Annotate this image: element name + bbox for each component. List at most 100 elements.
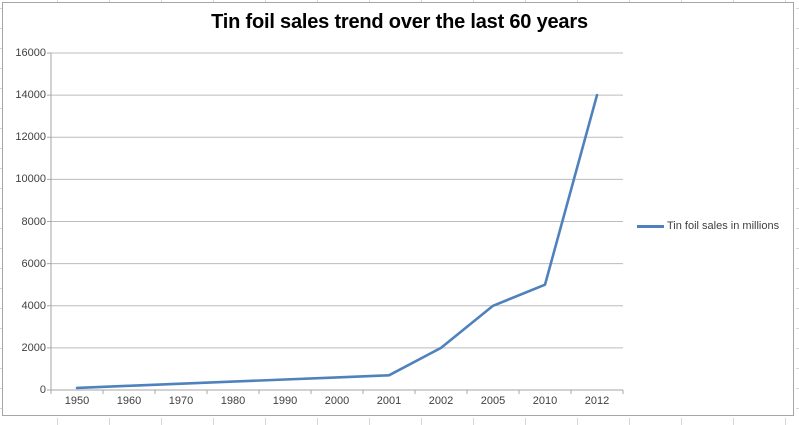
cell-gridline-stub (0, 368, 2, 369)
x-axis-tick-label: 1970 (168, 395, 194, 407)
y-axis-tick-label: 2000 (21, 341, 46, 354)
cell-gridline-stub (0, 168, 2, 169)
cell-gridline-stub (213, 0, 214, 2)
cell-gridline-stub (161, 418, 162, 425)
cell-gridline-stub (796, 128, 799, 129)
series-line (75, 93, 599, 390)
cell-gridline-stub (681, 418, 682, 425)
cell-gridline-stub (796, 108, 799, 109)
cell-gridline-stub (473, 0, 474, 2)
cell-gridline-stub (796, 148, 799, 149)
cell-gridline-stub (796, 188, 799, 189)
cell-gridline-stub (369, 0, 370, 2)
cell-gridline-stub (161, 0, 162, 2)
cell-gridline-stub (57, 418, 58, 425)
cell-gridline-stub (57, 0, 58, 2)
y-axis-tick-label: 6000 (21, 257, 46, 270)
cell-gridline-stub (733, 0, 734, 2)
cell-gridline-stub (796, 48, 799, 49)
cell-gridline-stub (629, 0, 630, 2)
cell-gridline-stub (0, 68, 2, 69)
legend-line-swatch (637, 224, 664, 228)
cell-gridline-stub (0, 308, 2, 309)
cell-gridline-stub (796, 408, 799, 409)
x-axis-tick-label: 2010 (532, 395, 558, 407)
cell-gridline-stub (0, 208, 2, 209)
legend: Tin foil sales in millions (637, 218, 779, 234)
x-axis-tick-label: 1990 (272, 395, 298, 407)
cell-gridline-stub (525, 0, 526, 2)
cell-gridline-stub (796, 28, 799, 29)
cell-gridline-stub (0, 388, 2, 389)
cell-gridline-stub (796, 88, 799, 89)
cell-gridline-stub (369, 418, 370, 425)
cell-gridline-stub (0, 348, 2, 349)
cell-gridline-stub (733, 418, 734, 425)
cell-gridline-stub (0, 88, 2, 89)
cell-gridline-stub (0, 28, 2, 29)
cell-gridline-stub (577, 0, 578, 2)
cell-gridline-stub (796, 288, 799, 289)
cell-gridline-stub (785, 418, 786, 425)
cell-gridline-stub (265, 0, 266, 2)
chart-frame (2, 2, 794, 416)
cell-gridline-stub (0, 228, 2, 229)
cell-gridline-stub (796, 248, 799, 249)
cell-gridline-stub (0, 288, 2, 289)
cell-gridline-stub (796, 308, 799, 309)
cell-gridline-stub (0, 268, 2, 269)
y-axis-tick-label: 10000 (15, 173, 46, 186)
cell-gridline-stub (629, 418, 630, 425)
legend-label: Tin foil sales in millions (667, 220, 780, 232)
cell-gridline-stub (525, 418, 526, 425)
cell-gridline-stub (109, 0, 110, 2)
x-axis-tick-label: 1980 (220, 395, 246, 407)
cell-gridline-stub (0, 248, 2, 249)
cell-gridline-stub (796, 388, 799, 389)
cell-gridline-stub (421, 418, 422, 425)
cell-gridline-stub (0, 148, 2, 149)
y-axis-tick-label: 0 (39, 384, 46, 396)
cell-gridline-stub (796, 368, 799, 369)
cell-gridline-stub (473, 418, 474, 425)
cell-gridline-stub (0, 408, 2, 409)
cell-gridline-stub (577, 418, 578, 425)
cell-gridline-stub (0, 48, 2, 49)
x-axis-tick-label: 2012 (584, 395, 610, 407)
y-axis-tick-label: 12000 (15, 131, 46, 144)
cell-gridline-stub (796, 68, 799, 69)
cell-gridline-stub (796, 168, 799, 169)
cell-gridline-stub (785, 0, 786, 2)
x-axis-tick-label: 2000 (324, 395, 350, 407)
cell-gridline-stub (213, 418, 214, 425)
cell-gridline-stub (796, 8, 799, 9)
cell-gridline-stub (421, 0, 422, 2)
cell-gridline-stub (0, 8, 2, 9)
cell-gridline-stub (796, 228, 799, 229)
cell-gridline-stub (796, 208, 799, 209)
cell-gridline-stub (317, 0, 318, 2)
cell-gridline-stub (681, 0, 682, 2)
x-axis-tick-label: 2002 (428, 395, 454, 407)
cell-gridline-stub (317, 418, 318, 425)
cell-gridline-stub (109, 418, 110, 425)
cell-gridline-stub (796, 348, 799, 349)
x-axis-tick-label: 1960 (116, 395, 142, 407)
cell-gridline-stub (0, 328, 2, 329)
cell-gridline-stub (0, 128, 2, 129)
x-axis-tick-label: 2005 (480, 395, 506, 407)
y-axis-tick-label: 4000 (21, 299, 46, 312)
y-axis-tick-label: 14000 (15, 89, 46, 102)
cell-gridline-stub (0, 108, 2, 109)
y-axis-tick-label: 8000 (21, 215, 46, 228)
cell-gridline-stub (265, 418, 266, 425)
x-axis-tick-label: 1950 (64, 395, 90, 407)
chart-title: Tin foil sales trend over the last 60 ye… (211, 11, 588, 33)
cell-gridline-stub (796, 328, 799, 329)
x-axis-tick-label: 2001 (376, 395, 402, 407)
cell-gridline-stub (796, 268, 799, 269)
cell-gridline-stub (0, 188, 2, 189)
y-axis-tick-label: 16000 (15, 47, 46, 59)
